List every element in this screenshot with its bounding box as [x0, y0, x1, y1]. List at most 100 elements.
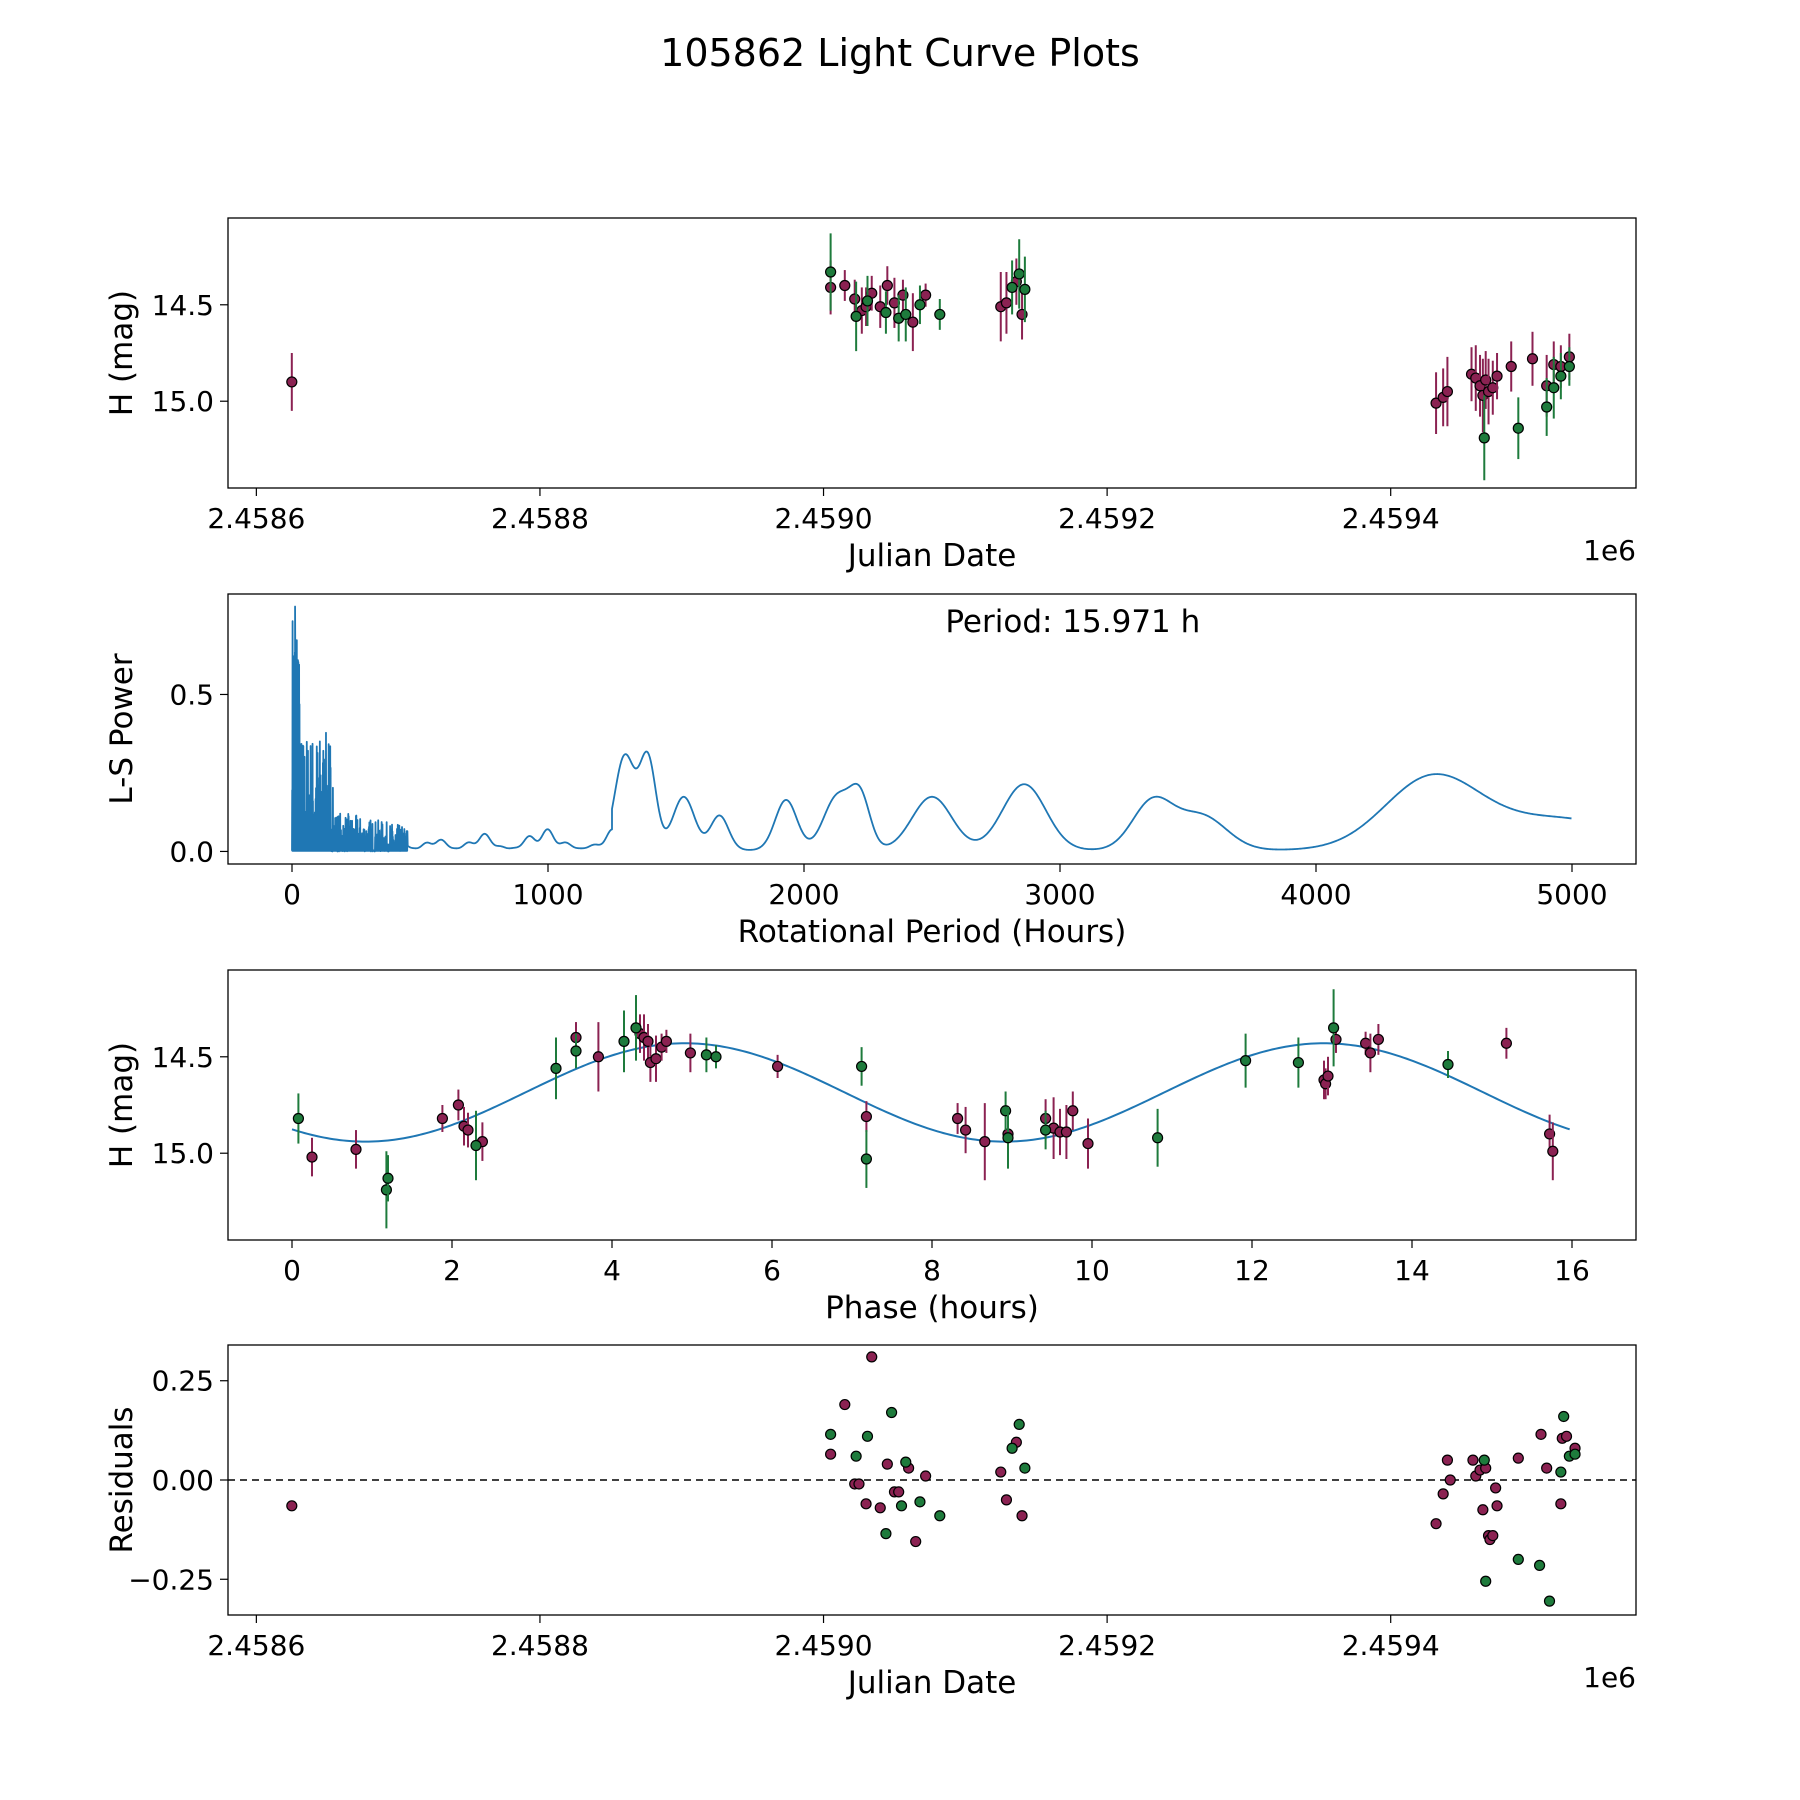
periodogram-y-tick-label: 0.0	[169, 835, 214, 868]
residuals-point-r	[910, 1535, 922, 1548]
lightcurve-x-tick-label: 2.4588	[491, 502, 589, 535]
residuals-y-tick-label: 0.00	[152, 1464, 214, 1497]
lightcurve-point-g	[934, 308, 946, 321]
phase-point-r	[350, 1143, 362, 1155]
residuals-point-g	[934, 1510, 946, 1522]
residuals-x-tick-label: 2.4592	[1058, 1629, 1156, 1662]
phase-point-g	[710, 1051, 722, 1063]
lightcurve-frame	[227, 217, 1637, 489]
periodogram-line	[291, 605, 1572, 853]
phase-frame	[227, 969, 1637, 1241]
phase-point-g	[1151, 1132, 1164, 1144]
residuals-marks	[286, 1351, 1581, 1607]
phase-point-g	[470, 1139, 482, 1152]
phase-marks	[292, 989, 1559, 1229]
phase-point-r	[306, 1151, 318, 1163]
phase-point-g	[860, 1153, 873, 1165]
plots-container: 2.4586 2.4588 2.4590 2.4592 2.4594 15.0 14.5 Ju…	[104, 217, 1637, 1701]
residuals-x-offset-label: 1e6	[1583, 1661, 1636, 1694]
residuals-point-r	[1535, 1428, 1547, 1440]
phase-point-r	[642, 1035, 654, 1047]
residuals-point-r	[1555, 1498, 1567, 1510]
phase-x-tick-label: 0	[283, 1254, 301, 1287]
lightcurve-point-r	[907, 316, 919, 328]
residuals-x-tick-label: 2.4588	[491, 1629, 589, 1662]
phase-point-g	[855, 1060, 868, 1073]
phase-point-g	[1239, 1055, 1252, 1067]
periodogram-x-tick-label: 5000	[1536, 878, 1607, 911]
phase-y-axis-label: H (mag)	[104, 1042, 140, 1168]
residuals-point-r	[1477, 1504, 1489, 1516]
phase-point-r	[1547, 1145, 1559, 1157]
residuals-point-g	[1019, 1462, 1031, 1474]
residuals-point-g	[1569, 1448, 1581, 1460]
phase-x-tick-label: 8	[923, 1254, 941, 1287]
phase-point-r	[959, 1124, 972, 1136]
lightcurve-point-r	[881, 279, 893, 292]
phase-point-r	[660, 1035, 673, 1047]
phase-point-g	[618, 1035, 630, 1047]
phase-point-r	[1372, 1033, 1385, 1046]
residuals-x-tick-label: 2.4594	[1342, 1629, 1440, 1662]
lightcurve-x-axis-label: Julian Date	[846, 538, 1017, 574]
periodogram-x-tick-label: 3000	[1024, 878, 1095, 911]
periodogram-frame	[227, 593, 1637, 865]
phase-point-g	[700, 1049, 713, 1061]
residuals-y-tick-label: 0.25	[152, 1365, 214, 1398]
lightcurve-marks	[286, 233, 1575, 481]
residuals-point-r	[825, 1448, 837, 1460]
phase-point-r	[979, 1136, 991, 1148]
phase-x-tick-label: 4	[603, 1254, 621, 1287]
lightcurve-point-r	[1505, 360, 1517, 373]
phase-point-r	[1500, 1037, 1513, 1049]
phase-point-g	[382, 1172, 394, 1184]
residuals-point-g	[1478, 1454, 1490, 1466]
lightcurve-point-r	[1430, 397, 1442, 409]
phase-panel: 0 2 4 6 8 10 12 14 16 15.0 14.5 Phase (hours) H (mag…	[104, 969, 1637, 1326]
phase-y-tick-label: 15.0	[152, 1137, 214, 1170]
residuals-point-r	[1444, 1474, 1456, 1486]
residuals-point-g	[850, 1450, 862, 1462]
lightcurve-y-axis-label: H (mag)	[104, 290, 140, 416]
lightcurve-point-g	[1548, 382, 1560, 394]
residuals-point-r	[286, 1500, 298, 1512]
phase-point-g	[1292, 1056, 1305, 1069]
phase-x-tick-label: 10	[1074, 1254, 1110, 1287]
periodogram-x-tick-label: 2000	[768, 878, 839, 911]
phase-x-tick-label: 2	[443, 1254, 461, 1287]
phase-point-r	[1067, 1105, 1079, 1117]
residuals-y-axis-label: Residuals	[104, 1406, 140, 1553]
residuals-point-g	[1013, 1418, 1025, 1431]
residuals-point-r	[1487, 1529, 1499, 1542]
lightcurve-point-g	[914, 299, 926, 311]
residuals-point-g	[914, 1496, 926, 1508]
residuals-point-r	[1560, 1430, 1573, 1442]
residuals-point-r	[1490, 1482, 1502, 1494]
phase-point-g	[1002, 1132, 1014, 1144]
phase-point-g	[999, 1105, 1012, 1117]
lightcurve-point-g	[825, 266, 837, 278]
phase-point-g	[292, 1112, 304, 1125]
lightcurve-point-r	[839, 279, 851, 292]
phase-y-tick-label: 14.5	[152, 1041, 214, 1074]
phase-point-g	[1442, 1058, 1454, 1071]
lightcurve-point-g	[1541, 401, 1553, 413]
lightcurve-point-g	[1013, 268, 1025, 280]
residuals-point-r	[893, 1486, 905, 1498]
residuals-point-r	[874, 1502, 886, 1514]
residuals-point-r	[1016, 1510, 1028, 1522]
phase-x-tick-label: 14	[1394, 1254, 1430, 1287]
lightcurve-point-r	[1526, 353, 1539, 365]
lightcurve-point-g	[1006, 281, 1018, 294]
phase-point-r	[1359, 1037, 1372, 1049]
lightcurve-point-g	[900, 308, 912, 321]
lightcurve-point-r	[920, 289, 932, 301]
residuals-panel: 2.4586 2.4588 2.4590 2.4592 2.4594 0.25 0.00 −0…	[104, 1344, 1637, 1701]
residuals-point-r	[995, 1466, 1007, 1478]
periodogram-y-tick-label: 0.5	[169, 678, 214, 711]
residuals-point-g	[861, 1430, 874, 1442]
figure-title: 105862 Light Curve Plots	[660, 31, 1140, 75]
lightcurve-point-g	[861, 295, 874, 307]
phase-x-tick-label: 16	[1554, 1254, 1590, 1287]
